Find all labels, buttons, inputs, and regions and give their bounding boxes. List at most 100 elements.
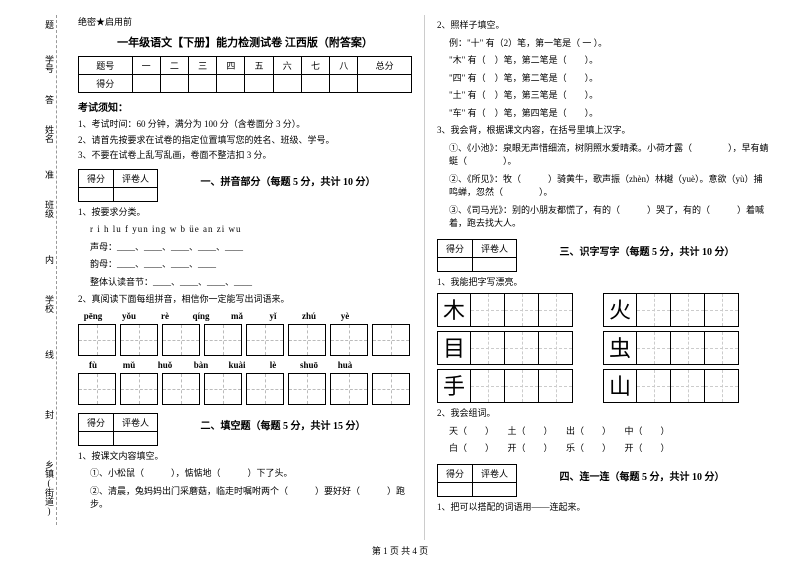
write-box[interactable]: [246, 373, 284, 405]
char-box[interactable]: [539, 331, 573, 365]
section-1-title: 一、拼音部分（每题 5 分，共计 10 分）: [201, 173, 376, 188]
char-shan: 山: [603, 369, 637, 403]
pinyin-labels-2: fù mǔ huǒ bàn kuài lè shuō huà: [78, 360, 412, 370]
q3-1: 1、我能把字写漂亮。: [437, 276, 771, 290]
char-box[interactable]: [671, 293, 705, 327]
margin-label: 内: [43, 255, 56, 264]
qr-3-i0: ①、《小池》：泉眼无声惜细流，树阴照水爱晴柔。小荷才露（ ），早有蜻蜓（ ）。: [449, 142, 771, 169]
notice-heading: 考试须知：: [78, 99, 412, 114]
write-grid-2: [78, 373, 412, 405]
column-divider: [424, 15, 425, 540]
notice-2: 2、请首先按要求在试卷的指定位置填写您的姓名、班级、学号。: [78, 134, 412, 147]
write-box[interactable]: [204, 324, 242, 356]
q2-1b: ②、清晨，兔妈妈出门采蘑菇，临走时嘱咐两个（ ）要好好（ ）跑步。: [90, 485, 412, 512]
write-box[interactable]: [288, 373, 326, 405]
qr-2-i3: "车" 有（ ）笔，第四笔是（ ）。: [449, 107, 771, 121]
char-box[interactable]: [505, 331, 539, 365]
right-column: 2、照样子填空。 例："十" 有（2）笔，第一笔是（ 一 ）。 "木" 有（ ）…: [429, 15, 779, 540]
char-box[interactable]: [505, 293, 539, 327]
section-4-title: 四、连一连（每题 5 分，共计 10 分）: [560, 468, 725, 483]
char-box[interactable]: [637, 293, 671, 327]
write-box[interactable]: [162, 373, 200, 405]
char-box[interactable]: [505, 369, 539, 403]
write-box[interactable]: [120, 324, 158, 356]
page-footer: 第 1 页 共 4 页: [0, 540, 800, 561]
page-content: 绝密★启用前 一年级语文【下册】能力检测试卷 江西版（附答案） 题号 一 二 三…: [0, 0, 800, 540]
char-mu2: 目: [437, 331, 471, 365]
q1-1-shengmu: 声母：____、____、____、____、____: [90, 241, 412, 255]
margin-label: 学号: [43, 55, 56, 73]
q3-2b: 白（ ） 开（ ） 乐（ ） 开（ ）: [449, 442, 771, 456]
qr-3-i2: ③、《司马光》：别的小朋友都慌了，有的（ ）哭了，有的（ ）着喊着，跑去找大人。: [449, 204, 771, 231]
left-column: 绝密★启用前 一年级语文【下册】能力检测试卷 江西版（附答案） 题号 一 二 三…: [70, 15, 420, 540]
margin-label: 乡镇(街道): [43, 460, 56, 516]
section-box-2: 得分评卷人: [78, 413, 158, 446]
char-shou: 手: [437, 369, 471, 403]
q1-1: 1、按要求分类。: [78, 206, 412, 220]
score-table: 题号 一 二 三 四 五 六 七 八 总分 得分: [78, 56, 412, 93]
qr-2-i0: "木" 有（ ）笔，第二笔是（ ）。: [449, 54, 771, 68]
char-box[interactable]: [539, 293, 573, 327]
section-2-title: 二、填空题（每题 5 分，共计 15 分）: [201, 417, 366, 432]
section-box-1: 得分评卷人: [78, 169, 158, 202]
q1-1-letters: r i h lu f yun ing w b üe an zi wu: [90, 223, 412, 237]
section-3-title: 三、识字写字（每题 5 分，共计 10 分）: [560, 243, 735, 258]
margin-label: 姓名: [43, 125, 56, 143]
q1-1-zhengti: 整体认读音节：____、____、____、____: [90, 276, 412, 290]
write-box[interactable]: [246, 324, 284, 356]
qr-3-i1: ②、《所见》：牧（ ）骑黄牛，歌声振（zhèn）林樾（yuè）。意欲（yù）捕鸣…: [449, 173, 771, 200]
q2-1: 1、按课文内容填空。: [78, 450, 412, 464]
score-header-row: 题号 一 二 三 四 五 六 七 八 总分: [79, 57, 412, 75]
pinyin-labels-1: pēng yǒu rè qíng mǎ yǐ zhú yè: [78, 311, 412, 321]
char-box[interactable]: [539, 369, 573, 403]
char-box[interactable]: [637, 331, 671, 365]
exam-title: 一年级语文【下册】能力检测试卷 江西版（附答案）: [78, 34, 412, 50]
write-box[interactable]: [330, 373, 368, 405]
char-box[interactable]: [671, 331, 705, 365]
char-huo: 火: [603, 293, 637, 327]
write-box[interactable]: [162, 324, 200, 356]
write-box[interactable]: [204, 373, 242, 405]
char-mu: 木: [437, 293, 471, 327]
margin-label: 学校: [43, 295, 56, 313]
margin-label: 封: [43, 410, 56, 419]
char-box[interactable]: [471, 331, 505, 365]
section-box-3: 得分评卷人: [437, 239, 517, 272]
notice-3: 3、不要在试卷上乱写乱画，卷面不整洁扣 3 分。: [78, 149, 412, 162]
char-box[interactable]: [471, 369, 505, 403]
char-box[interactable]: [705, 369, 739, 403]
write-box[interactable]: [78, 324, 116, 356]
char-box[interactable]: [705, 293, 739, 327]
qr-3: 3、我会背，根据课文内容，在括号里填上汉字。: [437, 124, 771, 138]
q1-2: 2、真阅读下面每组拼音，相信你一定能写出词语来。: [78, 293, 412, 307]
margin-label: 答: [43, 95, 56, 104]
qr-2-i1: "四" 有（ ）笔，第二笔是（ ）。: [449, 72, 771, 86]
char-chong: 虫: [603, 331, 637, 365]
qr-2-i2: "土" 有（ ）笔，第三笔是（ ）。: [449, 89, 771, 103]
qr-2: 2、照样子填空。: [437, 19, 771, 33]
write-box[interactable]: [372, 373, 410, 405]
char-box[interactable]: [471, 293, 505, 327]
score-value-row: 得分: [79, 75, 412, 93]
q3-2a: 天（ ） 土（ ） 出（ ） 中（ ）: [449, 425, 771, 439]
char-box[interactable]: [671, 369, 705, 403]
write-box[interactable]: [330, 324, 368, 356]
write-box[interactable]: [372, 324, 410, 356]
char-row-1: 木 火: [437, 293, 771, 327]
section-box-4: 得分评卷人: [437, 464, 517, 497]
char-box[interactable]: [637, 369, 671, 403]
write-box[interactable]: [288, 324, 326, 356]
secret-label: 绝密★启用前: [78, 15, 412, 28]
char-row-3: 手 山: [437, 369, 771, 403]
write-grid-1: [78, 324, 412, 356]
write-box[interactable]: [78, 373, 116, 405]
margin-label: 班级: [43, 200, 56, 218]
char-box[interactable]: [705, 331, 739, 365]
notice-1: 1、考试时间：60 分钟，满分为 100 分（含卷面分 3 分）。: [78, 118, 412, 131]
write-box[interactable]: [120, 373, 158, 405]
qr-2-ex: 例："十" 有（2）笔，第一笔是（ 一 ）。: [449, 37, 771, 51]
char-row-2: 目 虫: [437, 331, 771, 365]
q2-1a: ①、小松鼠（ ），惦惦地（ ）下了头。: [90, 467, 412, 481]
q1-1-yunmu: 韵母：____、____、____、____: [90, 258, 412, 272]
margin-label: 线: [43, 350, 56, 359]
